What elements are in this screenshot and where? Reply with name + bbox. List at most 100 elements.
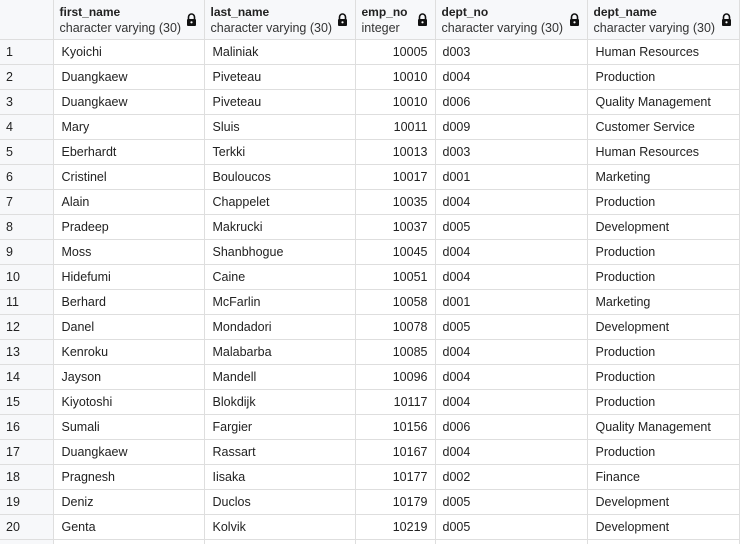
cell-first-name[interactable]: Alain bbox=[53, 189, 205, 215]
cell-first-name[interactable]: Duangkaew bbox=[53, 64, 205, 90]
row-number[interactable]: 6 bbox=[0, 164, 54, 190]
cell-first-name[interactable]: Jayson bbox=[53, 364, 205, 390]
cell-emp-no[interactable]: 10005 bbox=[355, 39, 436, 65]
cell-last-name[interactable]: Fargier bbox=[204, 414, 356, 440]
row-number[interactable]: 16 bbox=[0, 414, 54, 440]
cell-dept-name[interactable]: Marketing bbox=[587, 289, 740, 315]
cell-emp-no[interactable]: 10037 bbox=[355, 214, 436, 240]
table-row[interactable]: 2 Duangkaew Piveteau 10010 d004 Production bbox=[0, 64, 740, 90]
cell-first-name[interactable]: Eberhardt bbox=[53, 139, 205, 165]
cell-emp-no[interactable]: 10219 bbox=[355, 514, 436, 540]
cell-dept-no[interactable]: d004 bbox=[435, 439, 588, 465]
table-row[interactable]: 6 Cristinel Bouloucos 10017 d001 Marketing bbox=[0, 164, 740, 190]
cell-emp-no[interactable]: 10010 bbox=[355, 64, 436, 90]
table-row[interactable]: 13 Kenroku Malabarba 10085 d004 Production bbox=[0, 339, 740, 365]
table-row[interactable]: 8 Pradeep Makrucki 10037 d005 Development bbox=[0, 214, 740, 240]
cell-dept-name[interactable]: Quality Management bbox=[587, 89, 740, 115]
table-row[interactable]: 10 Hidefumi Caine 10051 d004 Production bbox=[0, 264, 740, 290]
row-number[interactable]: 10 bbox=[0, 264, 54, 290]
cell-emp-no[interactable]: 10078 bbox=[355, 314, 436, 340]
cell-emp-no[interactable]: 10117 bbox=[355, 389, 436, 415]
row-number[interactable]: 4 bbox=[0, 114, 54, 140]
cell-dept-name[interactable]: Customer Service bbox=[587, 114, 740, 140]
cell-dept-name[interactable]: Human Resources bbox=[587, 39, 740, 65]
cell-last-name[interactable]: Duclos bbox=[204, 489, 356, 515]
cell-dept-name[interactable]: Development bbox=[587, 314, 740, 340]
cell-dept-no[interactable]: d003 bbox=[435, 139, 588, 165]
cell-last-name[interactable]: Terkki bbox=[204, 139, 356, 165]
cell-emp-no[interactable]: 10013 bbox=[355, 139, 436, 165]
cell-dept-no[interactable]: d006 bbox=[435, 414, 588, 440]
cell-dept-name[interactable]: Quality Management bbox=[587, 414, 740, 440]
cell-last-name[interactable]: Bouloucos bbox=[204, 164, 356, 190]
cell-emp-no[interactable]: 10156 bbox=[355, 414, 436, 440]
row-number-header[interactable] bbox=[0, 0, 54, 40]
cell-first-name[interactable]: Sumali bbox=[53, 414, 205, 440]
row-number[interactable]: 1 bbox=[0, 39, 54, 65]
cell-first-name[interactable]: Pradeep bbox=[53, 214, 205, 240]
row-number[interactable]: 20 bbox=[0, 514, 54, 540]
cell-dept-name[interactable]: Human Resources bbox=[587, 139, 740, 165]
cell-emp-no[interactable]: 10035 bbox=[355, 189, 436, 215]
cell-emp-no[interactable]: 10010 bbox=[355, 89, 436, 115]
cell-first-name[interactable]: Pragnesh bbox=[53, 464, 205, 490]
cell-dept-name[interactable]: Development bbox=[587, 489, 740, 515]
cell-dept-name[interactable] bbox=[587, 539, 740, 544]
cell-dept-name[interactable]: Production bbox=[587, 339, 740, 365]
column-header-last-name[interactable]: last_name character varying (30) bbox=[204, 0, 356, 40]
cell-first-name[interactable]: Deniz bbox=[53, 489, 205, 515]
cell-emp-no[interactable]: 10011 bbox=[355, 114, 436, 140]
cell-emp-no[interactable]: 10179 bbox=[355, 489, 436, 515]
row-number[interactable]: 17 bbox=[0, 439, 54, 465]
row-number[interactable]: 19 bbox=[0, 489, 54, 515]
column-header-first-name[interactable]: first_name character varying (30) bbox=[53, 0, 205, 40]
cell-last-name[interactable]: Maliniak bbox=[204, 39, 356, 65]
cell-first-name[interactable]: Danel bbox=[53, 314, 205, 340]
cell-dept-no[interactable]: d004 bbox=[435, 364, 588, 390]
cell-dept-no[interactable]: d004 bbox=[435, 189, 588, 215]
cell-dept-no[interactable]: d001 bbox=[435, 289, 588, 315]
cell-last-name[interactable]: Iisaka bbox=[204, 464, 356, 490]
cell-dept-name[interactable]: Production bbox=[587, 264, 740, 290]
table-row[interactable]: 3 Duangkaew Piveteau 10010 d006 Quality Manag… bbox=[0, 89, 740, 115]
cell-dept-no[interactable]: d005 bbox=[435, 214, 588, 240]
table-row[interactable]: 1 Kyoichi Maliniak 10005 d003 Human Resources bbox=[0, 39, 740, 65]
cell-dept-no[interactable]: d004 bbox=[435, 264, 588, 290]
table-row[interactable]: 9 Moss Shanbhogue 10045 d004 Production bbox=[0, 239, 740, 265]
cell-first-name[interactable]: Hidefumi bbox=[53, 264, 205, 290]
row-number[interactable]: 8 bbox=[0, 214, 54, 240]
cell-dept-no[interactable]: d004 bbox=[435, 389, 588, 415]
cell-last-name[interactable]: Chappelet bbox=[204, 189, 356, 215]
cell-dept-name[interactable]: Production bbox=[587, 189, 740, 215]
row-number[interactable]: 14 bbox=[0, 364, 54, 390]
cell-dept-no[interactable]: d005 bbox=[435, 314, 588, 340]
cell-dept-no[interactable]: d004 bbox=[435, 239, 588, 265]
column-header-dept-name[interactable]: dept_name character varying (30) bbox=[587, 0, 740, 40]
cell-first-name[interactable]: Moss bbox=[53, 239, 205, 265]
cell-first-name[interactable]: Mary bbox=[53, 114, 205, 140]
row-number[interactable]: 15 bbox=[0, 389, 54, 415]
cell-dept-name[interactable]: Development bbox=[587, 214, 740, 240]
cell-emp-no[interactable]: 10051 bbox=[355, 264, 436, 290]
cell-dept-no[interactable]: d004 bbox=[435, 64, 588, 90]
cell-dept-no[interactable]: d009 bbox=[435, 114, 588, 140]
cell-emp-no[interactable] bbox=[355, 539, 436, 544]
cell-first-name[interactable]: Duangkaew bbox=[53, 89, 205, 115]
row-number[interactable]: 12 bbox=[0, 314, 54, 340]
cell-last-name[interactable]: Mondadori bbox=[204, 314, 356, 340]
row-number[interactable] bbox=[0, 539, 54, 544]
cell-first-name[interactable]: Genta bbox=[53, 514, 205, 540]
cell-dept-no[interactable]: d004 bbox=[435, 339, 588, 365]
cell-last-name[interactable]: Piveteau bbox=[204, 89, 356, 115]
row-number[interactable]: 7 bbox=[0, 189, 54, 215]
cell-dept-name[interactable]: Production bbox=[587, 64, 740, 90]
cell-last-name[interactable]: Piveteau bbox=[204, 64, 356, 90]
cell-first-name[interactable]: Berhard bbox=[53, 289, 205, 315]
column-header-dept-no[interactable]: dept_no character varying (30) bbox=[435, 0, 588, 40]
table-row[interactable]: 14 Jayson Mandell 10096 d004 Production bbox=[0, 364, 740, 390]
row-number[interactable]: 11 bbox=[0, 289, 54, 315]
table-row[interactable]: 15 Kiyotoshi Blokdijk 10117 d004 Production bbox=[0, 389, 740, 415]
cell-emp-no[interactable]: 10167 bbox=[355, 439, 436, 465]
cell-last-name[interactable]: Mandell bbox=[204, 364, 356, 390]
cell-last-name[interactable]: Malabarba bbox=[204, 339, 356, 365]
